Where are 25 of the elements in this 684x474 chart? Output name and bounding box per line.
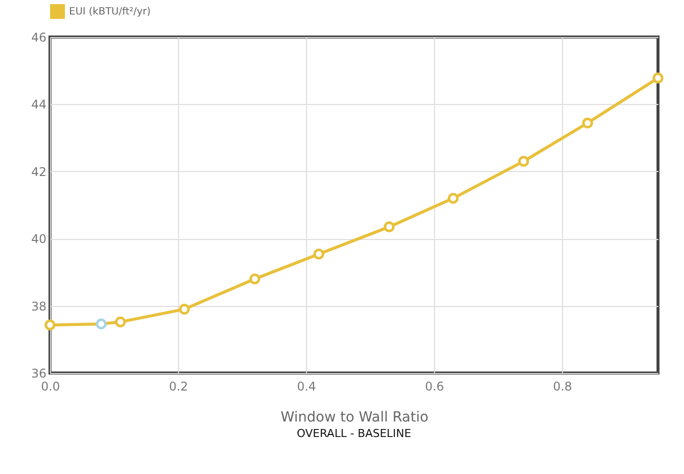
point bbox=[249, 273, 260, 284]
point bbox=[114, 316, 126, 328]
y-tick-label: 42 bbox=[31, 164, 46, 179]
point bbox=[518, 156, 530, 167]
point bbox=[96, 318, 107, 330]
point bbox=[652, 72, 664, 84]
x-tick-label: 0.0 bbox=[40, 380, 60, 394]
point bbox=[582, 118, 594, 128]
y-tick-label: 44 bbox=[31, 98, 46, 112]
point bbox=[44, 320, 56, 330]
y-tick-label: 46 bbox=[31, 30, 46, 44]
x-tick-label: 0.2 bbox=[168, 380, 188, 394]
x-axis-title: Window to Wall Ratio bbox=[280, 410, 428, 426]
point bbox=[178, 304, 190, 315]
y-tick-label: 38 bbox=[31, 299, 46, 314]
legend-label: EUI (kBTU/ft²/yr) bbox=[69, 6, 151, 18]
x-tick-label: 0.4 bbox=[296, 380, 316, 394]
y-tick-label: 36 bbox=[31, 366, 46, 380]
point bbox=[384, 221, 395, 232]
y-tick-label: 40 bbox=[31, 232, 46, 246]
x-tick-label: 0.8 bbox=[552, 380, 572, 394]
point bbox=[448, 192, 459, 204]
text: OVERALL - BASELINE bbox=[296, 427, 412, 440]
point bbox=[313, 248, 324, 260]
x-tick-label: 0.6 bbox=[424, 380, 444, 394]
